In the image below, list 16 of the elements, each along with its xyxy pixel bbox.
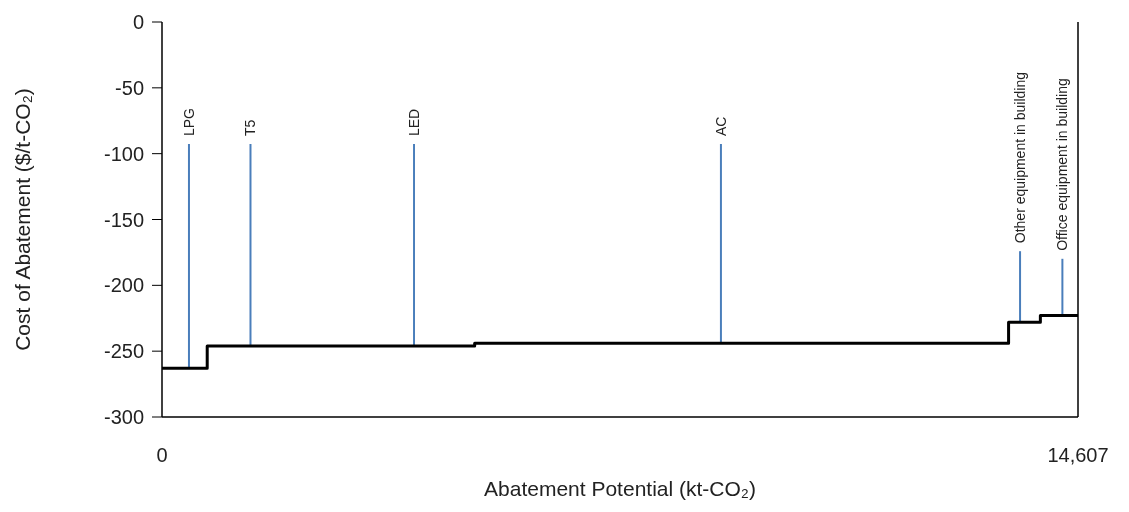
y-tick-label: -50 [115, 76, 144, 99]
annotation: LPG [180, 107, 197, 136]
y-tick-label: -250 [103, 340, 144, 363]
annotation: Other equipment in building [1012, 71, 1029, 244]
x-tick-label: 14,607 [1047, 444, 1109, 466]
y-tick-label: -100 [103, 142, 144, 165]
y-tick-label: -150 [103, 208, 144, 231]
y-tick-label: -300 [103, 406, 144, 428]
annotation: T5 [242, 119, 259, 136]
y-tick-label: 0 [132, 11, 144, 33]
y-axis-title: Cost of Abatement ($/t-CO₂) [11, 88, 34, 351]
annotation: Office equipment in building [1054, 78, 1071, 251]
y-tick-label: -200 [103, 274, 144, 297]
annotation: AC [712, 116, 729, 136]
x-axis-title: Abatement Potential (kt-CO₂) [484, 477, 756, 500]
annotation: LED [406, 108, 423, 136]
